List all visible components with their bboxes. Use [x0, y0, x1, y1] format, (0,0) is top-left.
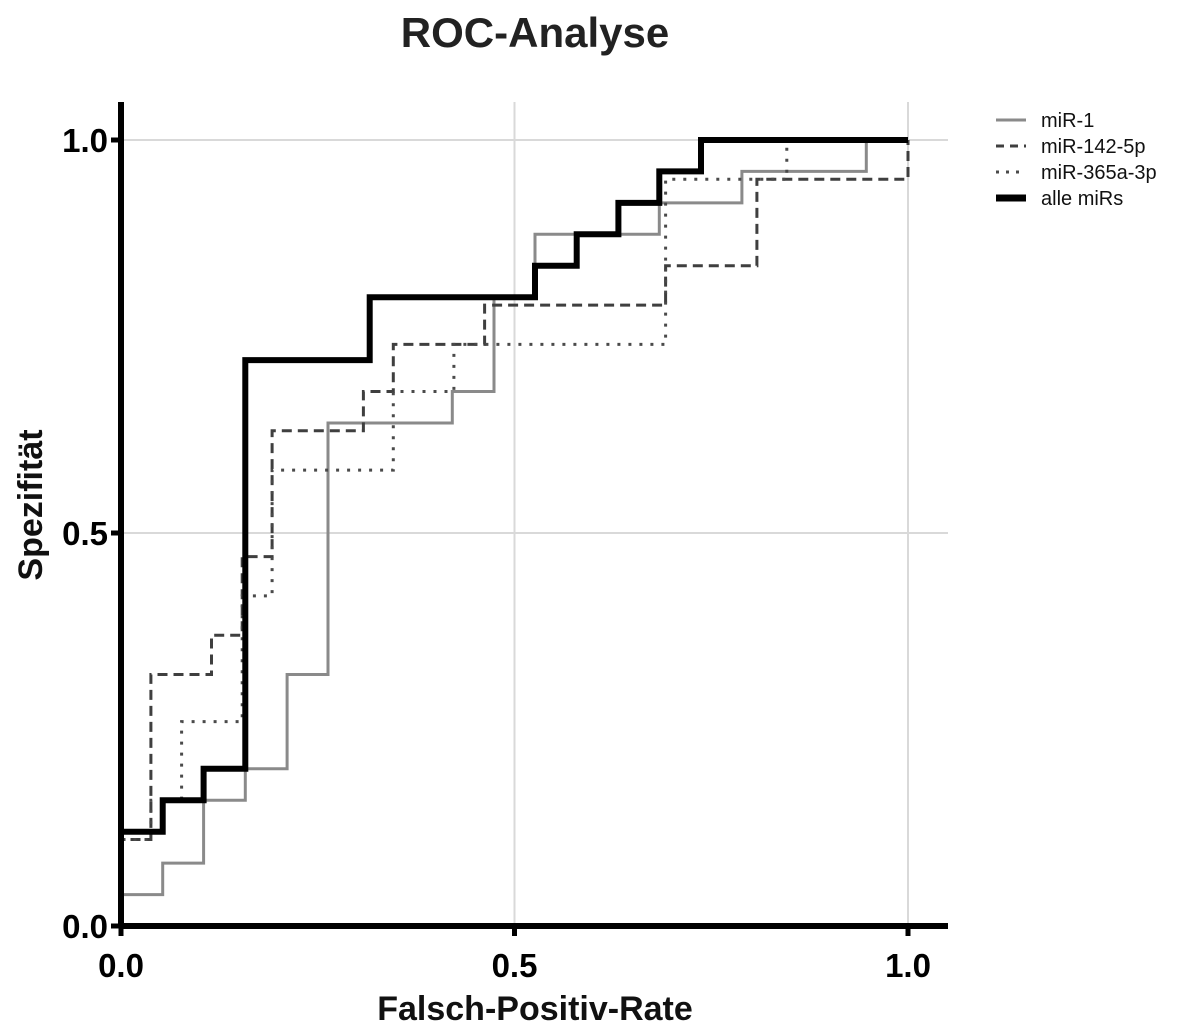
series-line-4: [118, 137, 908, 926]
legend-label-2: miR-142-5p: [1041, 136, 1145, 158]
roc-curves: [118, 137, 910, 926]
y-tick-label-1: 0.0: [62, 908, 108, 945]
legend: miR-1 miR-142-5p miR-365a-3p alle miRs: [996, 110, 1157, 210]
series-line-3: [119, 138, 908, 926]
x-tick-label-1: 0.0: [98, 947, 144, 984]
y-axis-title: Spezifität: [12, 429, 50, 580]
x-tick-label-2: 0.5: [492, 947, 538, 984]
series-line-2: [119, 140, 910, 926]
axes: [111, 102, 948, 936]
series-line-1: [119, 138, 908, 926]
legend-label-1: miR-1: [1041, 110, 1094, 132]
tick-labels: 0.00.0 0.5 0.5 1.0 1.0: [62, 122, 931, 984]
x-tick-label-3: 1.0: [885, 947, 931, 984]
x-axis-title: Falsch-Positiv-Rate: [377, 990, 693, 1026]
y-tick-label-3: 1.0: [62, 122, 108, 159]
y-tick-label-2: 0.5: [62, 515, 108, 552]
chart-title: ROC-Analyse: [401, 9, 669, 56]
legend-label-3: miR-365a-3p: [1041, 162, 1157, 184]
legend-label-4: alle miRs: [1041, 188, 1123, 210]
